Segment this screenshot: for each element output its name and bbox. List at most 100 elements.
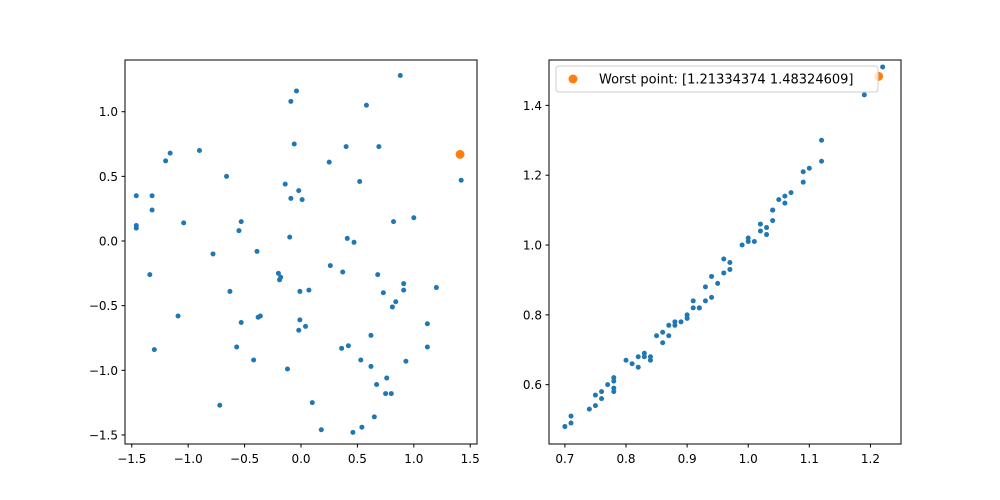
right-data-point-37	[709, 294, 715, 300]
left-data-point-11	[196, 148, 202, 154]
left-data-point-63	[383, 391, 389, 397]
left-y-tick-label: 0.0	[99, 235, 118, 249]
right-x-tick-label: 1.2	[861, 452, 880, 466]
left-x-axis-ticks: −1.5 −1.0 −0.5 0.0 0.5 1.0 1.5	[117, 444, 480, 466]
left-data-point-7	[163, 158, 169, 164]
left-data-point-72	[403, 358, 409, 364]
left-data-point-6	[151, 347, 157, 353]
left-data-point-66	[389, 304, 395, 310]
right-data-point-61	[806, 165, 812, 171]
right-data-point-20	[647, 357, 653, 363]
left-data-point-39	[303, 323, 309, 329]
left-data-point-3	[149, 193, 155, 199]
right-data-point-49	[757, 228, 763, 234]
right-data-point-32	[690, 305, 696, 311]
left-data-point-51	[351, 239, 357, 245]
left-data-point-42	[318, 427, 324, 433]
left-data-point-71	[401, 287, 407, 293]
right-data-points	[562, 64, 886, 430]
left-y-tick-label: −1.0	[89, 364, 118, 378]
left-data-point-4	[149, 207, 155, 213]
left-data-point-38	[299, 197, 305, 203]
right-data-point-34	[696, 305, 702, 311]
left-data-point-64	[384, 375, 390, 381]
left-y-tick-label: 0.5	[99, 170, 118, 184]
right-data-point-12	[611, 389, 617, 395]
left-data-point-69	[397, 73, 403, 79]
left-data-point-77	[458, 177, 464, 183]
left-data-point-60	[375, 272, 381, 278]
right-data-point-54	[770, 207, 776, 213]
left-data-point-8	[167, 150, 173, 156]
left-data-point-37	[297, 288, 303, 294]
right-x-tick-label: 1.0	[739, 452, 758, 466]
right-x-tick-label: 0.7	[555, 452, 574, 466]
left-x-tick-label: −1.5	[117, 452, 146, 466]
right-x-tick-label: 1.1	[800, 452, 819, 466]
right-data-point-7	[599, 396, 605, 402]
right-data-point-38	[709, 273, 715, 279]
right-data-point-41	[721, 256, 727, 262]
right-data-point-11	[611, 385, 617, 391]
right-data-point-59	[800, 179, 806, 185]
left-data-point-5	[147, 272, 153, 278]
left-data-point-45	[339, 345, 345, 351]
left-data-point-49	[345, 343, 351, 349]
right-x-tick-label: 0.8	[616, 452, 635, 466]
left-data-point-15	[227, 288, 233, 294]
right-data-point-58	[788, 190, 794, 196]
right-data-point-42	[727, 266, 733, 272]
legend: Worst point: [1.21334374 1.48324609]	[555, 65, 879, 93]
right-data-point-48	[757, 221, 763, 227]
right-data-point-4	[592, 403, 598, 409]
right-data-point-47	[751, 239, 757, 245]
right-data-point-45	[745, 235, 751, 241]
right-data-point-62	[819, 158, 825, 164]
left-data-point-68	[393, 299, 399, 305]
right-data-point-25	[666, 333, 672, 339]
left-data-point-41	[309, 400, 315, 406]
right-data-point-15	[635, 354, 641, 360]
right-data-point-26	[672, 322, 678, 328]
left-data-point-29	[287, 234, 293, 240]
left-data-point-75	[424, 344, 430, 350]
left-data-point-33	[293, 88, 299, 94]
right-data-point-50	[764, 232, 770, 238]
right-data-point-27	[672, 319, 678, 325]
right-data-point-19	[647, 354, 653, 360]
right-y-axis-ticks: 0.6 0.8 1.0 1.2 1.4	[523, 99, 549, 392]
right-data-point-43	[727, 259, 733, 265]
left-x-tick-label: 0.5	[348, 452, 367, 466]
left-y-tick-label: −0.5	[89, 299, 118, 313]
right-data-point-31	[690, 298, 696, 304]
left-data-point-12	[210, 251, 216, 257]
right-data-point-63	[819, 137, 825, 143]
right-data-point-30	[684, 315, 690, 321]
right-data-point-64	[861, 92, 867, 98]
left-data-point-31	[288, 195, 294, 201]
right-data-point-39	[715, 280, 721, 286]
left-data-point-24	[275, 270, 281, 276]
right-data-point-55	[776, 197, 782, 203]
left-data-point-58	[371, 414, 377, 420]
right-data-point-9	[611, 378, 617, 384]
right-data-point-0	[562, 424, 568, 430]
left-data-point-76	[433, 285, 439, 291]
right-data-point-57	[782, 193, 788, 199]
right-y-tick-label: 1.2	[523, 169, 542, 183]
right-data-point-14	[629, 361, 635, 367]
right-data-point-23	[660, 329, 666, 335]
left-data-point-35	[296, 327, 302, 333]
right-data-point-10	[611, 375, 617, 381]
right-data-point-21	[654, 333, 660, 339]
right-data-point-2	[568, 413, 574, 419]
right-data-point-60	[800, 169, 806, 175]
left-data-point-61	[376, 144, 382, 150]
legend-label-worst-point: Worst point: [1.21334374 1.48324609]	[599, 73, 853, 88]
left-data-point-9	[175, 313, 181, 319]
left-data-point-28	[284, 366, 290, 372]
left-x-tick-label: −0.5	[230, 452, 259, 466]
left-data-point-67	[391, 219, 397, 225]
left-data-point-53	[358, 357, 364, 363]
right-data-point-35	[702, 284, 708, 290]
